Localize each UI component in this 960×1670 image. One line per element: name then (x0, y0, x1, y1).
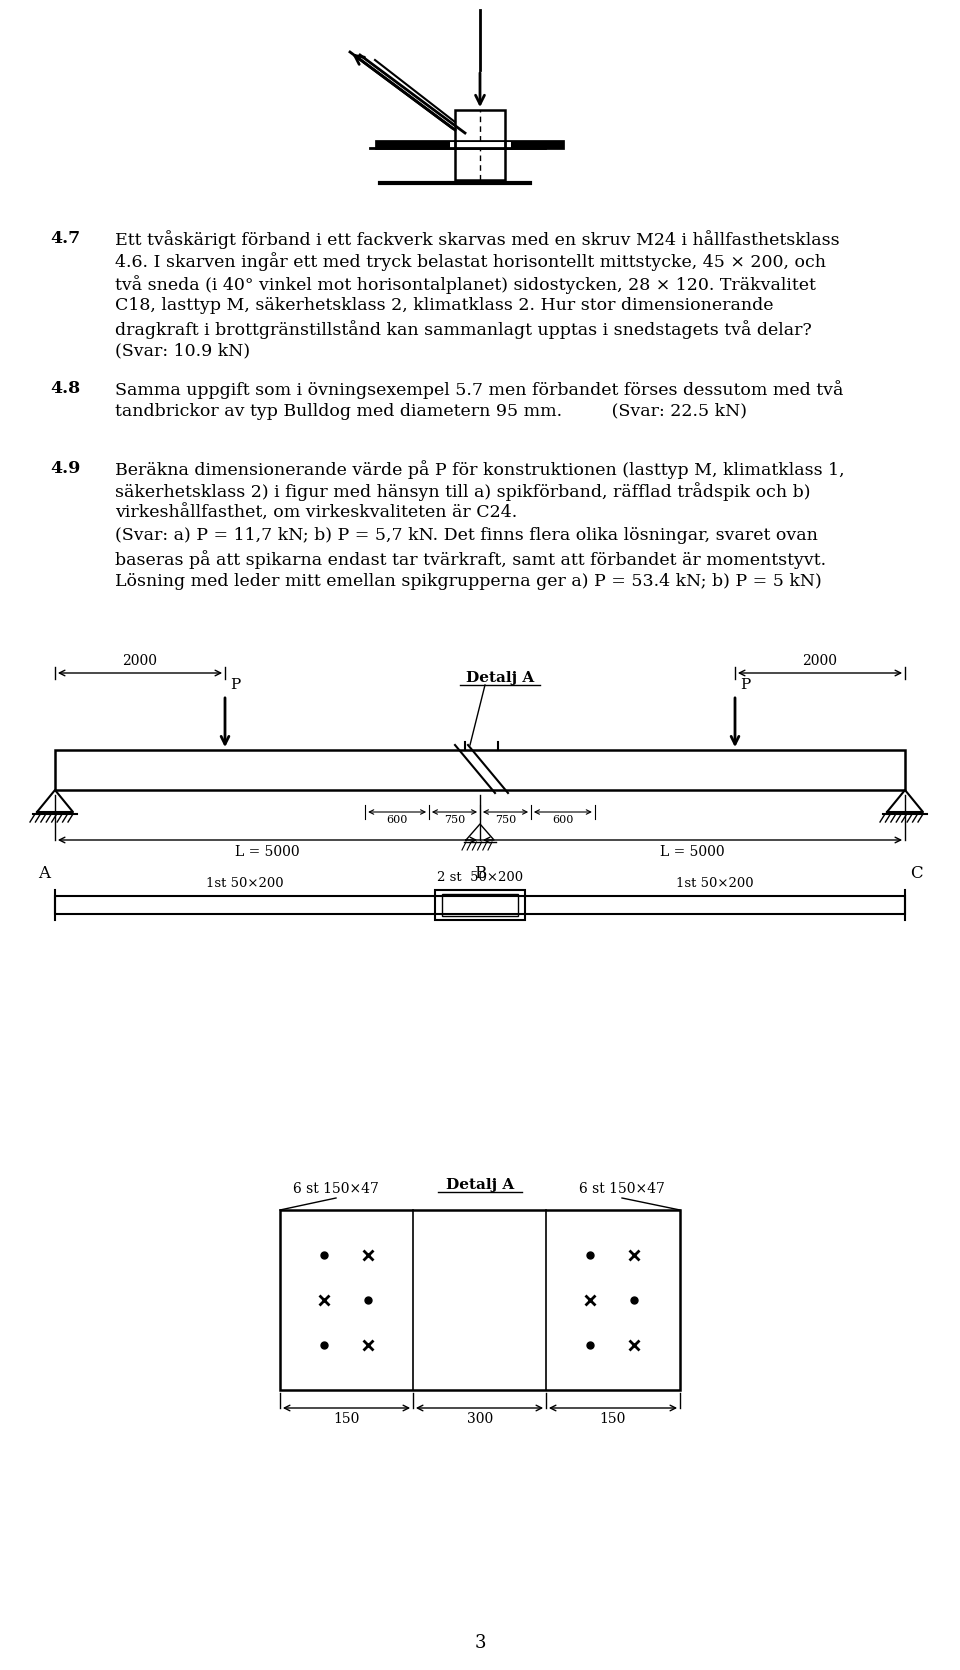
Text: 4.7: 4.7 (50, 230, 81, 247)
Text: 600: 600 (552, 815, 573, 825)
Text: P: P (740, 678, 751, 691)
Text: säkerhetsklass 2) i figur med hänsyn till a) spikförband, räfflad trådspik och b: säkerhetsklass 2) i figur med hänsyn til… (115, 483, 810, 501)
Bar (455, 110, 505, 180)
Bar (442, 893, 518, 917)
Text: dragkraft i brottgränstillstånd kan sammanlagt upptas i snedstagets två delar?: dragkraft i brottgränstillstånd kan samm… (115, 321, 812, 339)
Text: Lösning med leder mitt emellan spikgrupperna ger a) P = 53.4 kN; b) P = 5 kN): Lösning med leder mitt emellan spikgrupp… (115, 573, 822, 590)
Text: 750: 750 (444, 815, 466, 825)
Text: 3: 3 (474, 1633, 486, 1652)
Text: Detalj A: Detalj A (466, 671, 534, 685)
Bar (55, 750, 905, 790)
Text: 4.9: 4.9 (50, 459, 81, 478)
Text: Detalj A: Detalj A (445, 1177, 515, 1192)
Text: 6 st 150×47: 6 st 150×47 (293, 1182, 379, 1196)
Text: baseras på att spikarna endast tar tvärkraft, samt att förbandet är momentstyvt.: baseras på att spikarna endast tar tvärk… (115, 549, 827, 569)
Text: C: C (910, 865, 923, 882)
Text: B: B (474, 865, 486, 882)
Text: 2000: 2000 (803, 655, 837, 668)
Text: två sneda (i 40° vinkel mot horisontalplanet) sidostycken, 28 × 120. Träkvalitet: två sneda (i 40° vinkel mot horisontalpl… (115, 276, 816, 294)
Text: 150: 150 (333, 1413, 360, 1426)
Text: L = 5000: L = 5000 (660, 845, 725, 858)
Text: Beräkna dimensionerande värde på P för konstruktionen (lasttyp M, klimatklass 1,: Beräkna dimensionerande värde på P för k… (115, 459, 845, 479)
Text: 4.8: 4.8 (50, 381, 80, 397)
Text: (Svar: 10.9 kN): (Svar: 10.9 kN) (115, 342, 251, 359)
Text: (Svar: a) P = 11,7 kN; b) P = 5,7 kN. Det finns flera olika lösningar, svaret ov: (Svar: a) P = 11,7 kN; b) P = 5,7 kN. De… (115, 528, 818, 544)
Text: 2000: 2000 (123, 655, 157, 668)
Text: Samma uppgift som i övningsexempel 5.7 men förbandet förses dessutom med två: Samma uppgift som i övningsexempel 5.7 m… (115, 381, 844, 399)
Bar (435, 890, 525, 920)
Text: Ett tvåskärigt förband i ett fackverk skarvas med en skruv M24 i hållfasthetskla: Ett tvåskärigt förband i ett fackverk sk… (115, 230, 840, 249)
Text: 2 st  50×200: 2 st 50×200 (437, 872, 523, 883)
Text: 1st 50×200: 1st 50×200 (206, 877, 284, 890)
Text: 150: 150 (599, 1413, 626, 1426)
Text: tandbrickor av typ Bulldog med diametern 95 mm.         (Svar: 22.5 kN): tandbrickor av typ Bulldog med diametern… (115, 402, 747, 419)
Text: 4.6. I skarven ingår ett med tryck belastat horisontellt mittstycke, 45 × 200, o: 4.6. I skarven ingår ett med tryck belas… (115, 252, 826, 272)
Text: L = 5000: L = 5000 (235, 845, 300, 858)
Bar (280, 1211, 680, 1389)
Text: virkeshållfasthet, om virkeskvaliteten är C24.: virkeshållfasthet, om virkeskvaliteten ä… (115, 504, 517, 523)
Text: C18, lasttyp M, säkerhetsklass 2, klimatklass 2. Hur stor dimensionerande: C18, lasttyp M, säkerhetsklass 2, klimat… (115, 297, 774, 314)
Bar (55, 897, 905, 913)
Text: 600: 600 (387, 815, 408, 825)
Text: 1st 50×200: 1st 50×200 (676, 877, 754, 890)
Text: 6 st 150×47: 6 st 150×47 (579, 1182, 665, 1196)
Text: A: A (38, 865, 50, 882)
Text: 300: 300 (467, 1413, 493, 1426)
Text: P: P (230, 678, 240, 691)
Text: 750: 750 (494, 815, 516, 825)
